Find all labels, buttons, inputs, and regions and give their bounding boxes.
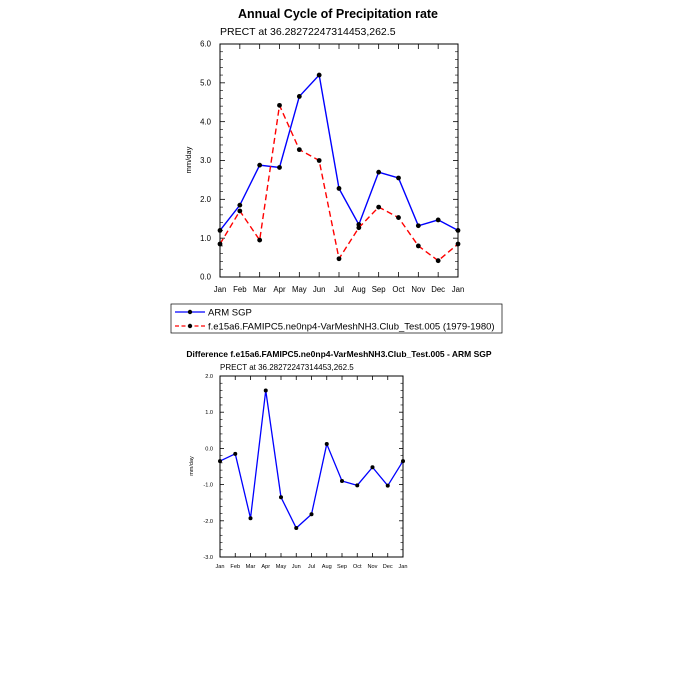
data-point xyxy=(277,102,282,108)
x-tick-label: Mar xyxy=(246,564,256,570)
data-point xyxy=(336,256,342,262)
data-point xyxy=(336,186,342,191)
data-point xyxy=(257,237,263,243)
x-tick-label: Jan xyxy=(214,285,227,294)
chart-subtitle: PRECT at 36.28272247314453,262.5 xyxy=(220,26,396,38)
plot-area-2: Jan Feb Mar Apr May Jun Jul Aug Sep Oct Nov Dec Jan-… xyxy=(203,374,407,570)
legend-marker-arm xyxy=(187,309,193,315)
x-tick-label: Feb xyxy=(230,564,240,570)
x-tick-label: Sep xyxy=(372,285,387,294)
diff-chart-subtitle: PRECT at 36.28272247314453,262.5 xyxy=(220,363,354,372)
data-point xyxy=(340,478,344,483)
y-tick-label: -1.0 xyxy=(203,483,213,489)
x-tick-label: Jul xyxy=(334,285,344,294)
legend: ARM SGP f.e15a6.FAMIPC5.ne0np4-VarMeshNH… xyxy=(170,303,503,334)
series-line-b xyxy=(219,102,459,262)
x-tick-label: Feb xyxy=(233,285,247,294)
data-point xyxy=(296,147,302,153)
y-tick-label: -2.0 xyxy=(203,519,213,525)
y-tick-label: -3.0 xyxy=(203,555,213,561)
data-point xyxy=(257,162,263,168)
x-tick-label: Jun xyxy=(313,285,326,294)
x-tick-label: Sep xyxy=(337,564,347,570)
plot-frame xyxy=(219,375,404,558)
y-tick-label: 4.0 xyxy=(200,117,212,126)
data-point xyxy=(370,465,375,470)
y-tick-label: 2.0 xyxy=(200,195,212,204)
x-tick-label: Nov xyxy=(368,564,378,570)
x-tick-label: Aug xyxy=(322,564,332,570)
y-tick-label: 0.0 xyxy=(205,446,213,452)
data-point xyxy=(356,225,362,231)
y-tick-label: 5.0 xyxy=(200,79,212,88)
data-point xyxy=(233,451,238,456)
series-group-2 xyxy=(218,388,405,531)
x-tick-label: Oct xyxy=(392,285,405,294)
x-tick-label: Aug xyxy=(352,285,366,294)
data-point xyxy=(316,72,322,78)
data-point xyxy=(316,158,322,163)
data-point xyxy=(396,175,401,181)
y-axis-label: mm/day xyxy=(184,146,193,173)
x-tick-label: Jun xyxy=(292,564,301,570)
data-point xyxy=(279,495,283,500)
data-point xyxy=(401,459,405,464)
x-tick-label: Mar xyxy=(253,285,267,294)
x-tick-label: May xyxy=(292,285,307,294)
x-tick-label: Jan xyxy=(398,564,407,570)
x-tick-label: Nov xyxy=(411,285,425,294)
x-tick-label: Jul xyxy=(308,564,315,570)
y-tick-label: 1.0 xyxy=(205,410,213,416)
x-tick-label: May xyxy=(276,564,287,570)
chart-title: Annual Cycle of Precipitation rate xyxy=(238,7,438,21)
data-point xyxy=(455,228,461,233)
diff-chart-title: Difference f.e15a6.FAMIPC5.ne0np4-VarMes… xyxy=(186,349,491,359)
x-tick-label: Apr xyxy=(273,285,286,294)
x-tick-label: Jan xyxy=(452,285,465,294)
y-tick-label: 3.0 xyxy=(200,156,212,165)
x-tick-label: Dec xyxy=(431,285,445,294)
x-tick-label: Apr xyxy=(261,564,270,570)
data-point xyxy=(294,526,299,531)
diff-y-axis-label: mm/day xyxy=(189,456,195,476)
data-point xyxy=(218,459,222,464)
legend-label-model: f.e15a6.FAMIPC5.ne0np4-VarMeshNH3.Club_T… xyxy=(208,322,495,333)
series-group-1 xyxy=(217,72,461,264)
y-tick-label: 2.0 xyxy=(205,374,213,380)
data-point xyxy=(435,258,441,264)
series-line-a xyxy=(219,390,404,530)
legend-box xyxy=(170,303,503,334)
x-tick-label: Jan xyxy=(215,564,224,570)
data-point xyxy=(237,208,243,214)
data-point xyxy=(396,215,401,220)
legend-marker-model xyxy=(187,323,193,329)
y-tick-label: 1.0 xyxy=(200,234,212,243)
y-tick-label: 0.0 xyxy=(200,273,212,282)
x-tick-label: Oct xyxy=(353,564,362,570)
plot-area-1: Jan Feb Mar Apr May Jun Jul Aug Sep Oct Nov Dec Jan0… xyxy=(200,40,464,294)
data-point xyxy=(237,202,243,208)
data-point xyxy=(455,241,461,247)
data-point xyxy=(355,483,360,488)
data-point xyxy=(263,388,268,393)
data-point xyxy=(385,483,390,488)
data-point xyxy=(248,516,253,521)
data-point xyxy=(217,241,223,247)
data-point xyxy=(277,165,282,170)
data-point xyxy=(376,204,382,210)
data-point xyxy=(324,442,329,447)
series-line-a xyxy=(219,73,459,232)
data-point xyxy=(217,228,223,233)
plot-frame xyxy=(219,43,459,278)
data-point xyxy=(376,169,382,175)
data-point xyxy=(415,223,421,229)
data-point xyxy=(415,243,421,249)
y-tick-label: 6.0 xyxy=(200,40,212,49)
legend-label-arm: ARM SGP xyxy=(208,308,252,319)
x-tick-label: Dec xyxy=(383,564,393,570)
data-point xyxy=(435,217,441,223)
data-point xyxy=(309,512,314,517)
data-point xyxy=(296,94,302,99)
